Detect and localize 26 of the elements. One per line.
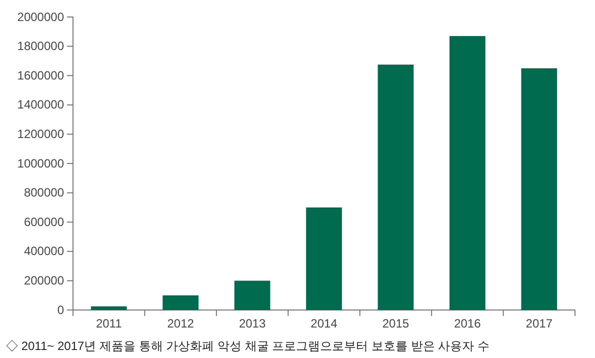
x-tick-label: 2012 <box>167 316 194 330</box>
y-tick-label: 1200000 <box>17 127 64 142</box>
y-tick-label: 1800000 <box>17 39 64 54</box>
x-tick-label: 2013 <box>238 316 266 330</box>
bar <box>450 36 486 310</box>
y-tick-label: 800000 <box>24 186 64 200</box>
bar <box>306 207 342 310</box>
bar <box>90 306 127 310</box>
y-tick-label: 600000 <box>24 214 64 229</box>
text: ◇ 2011~ 2017년 제품을 통해 가상화폐 악성 채굴 프로그램으로부터 보호를 받은 사용자 수 <box>6 339 490 353</box>
bar <box>521 68 558 310</box>
x-tick-label: 2017 <box>526 316 553 330</box>
y-tick-label: 1400000 <box>17 98 64 112</box>
y-tick-label: 400000 <box>24 244 64 258</box>
x-tick-label: 2015 <box>382 316 410 330</box>
y-tick-label: 2000000 <box>17 10 64 24</box>
y-tick-label: 200000 <box>24 274 64 288</box>
x-tick-label: 2014 <box>310 316 338 330</box>
bar <box>378 64 414 310</box>
y-tick-label: 1000000 <box>17 156 64 170</box>
y-tick-label: 1600000 <box>17 68 64 82</box>
bar <box>234 280 270 310</box>
y-tick-label: 0 <box>57 302 64 317</box>
bar <box>162 295 198 310</box>
x-tick-label: 2016 <box>454 316 482 330</box>
x-tick-label: 2011 <box>96 316 122 330</box>
